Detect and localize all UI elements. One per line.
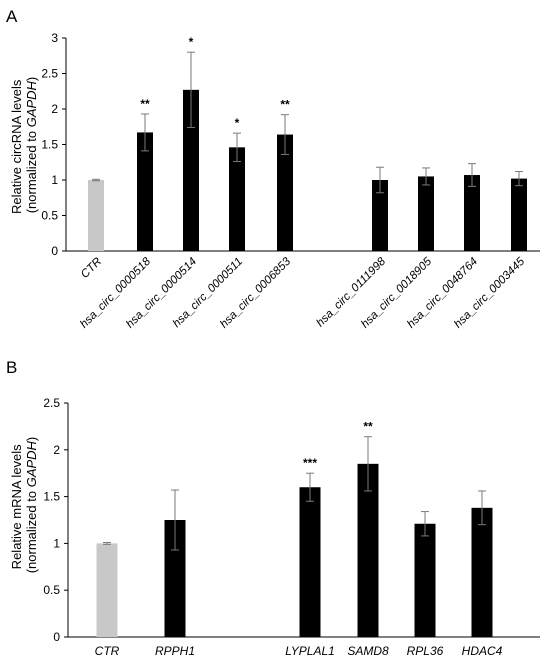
panel-letter-b: B [6, 358, 17, 377]
y-tick-label: 2 [53, 443, 60, 457]
category-label: CTR [79, 256, 104, 281]
panel-b: B Relative mRNA levels (normalized to GA… [6, 358, 540, 658]
bar [414, 523, 436, 637]
bar [164, 520, 186, 637]
bar [183, 89, 199, 251]
y-tick-label: 0.5 [43, 583, 60, 597]
y-tick-label: 2 [51, 102, 58, 116]
significance-label: ** [140, 97, 150, 111]
category-label: SAMD8 [347, 644, 389, 658]
bar [299, 487, 321, 637]
significance-label: ** [280, 98, 290, 112]
y-axis-label-b-suffix: ) [24, 437, 39, 441]
y-tick-label: 1 [51, 173, 58, 187]
bar [96, 543, 118, 637]
category-label: RPL36 [407, 644, 444, 658]
y-axis-label-a-gene: GAPDH [24, 80, 39, 127]
y-tick-label: 2.5 [41, 67, 58, 81]
significance-label: * [235, 116, 240, 130]
plot-area-b: 0 0.5 1 1.5 2 2.5 CTR RPPH1 *** LYPLAL1 ** SAMD8 RPL… [43, 396, 540, 658]
y-axis-label-a-line1: Relative circRNA levels [9, 79, 24, 214]
y-axis-label-b-line2: (normalized to GAPDH) [24, 437, 39, 574]
bar [357, 463, 379, 637]
y-axis-label-b-line1: Relative mRNA levels [9, 444, 24, 569]
y-tick-label: 0.5 [41, 209, 58, 223]
bar [471, 507, 493, 637]
y-tick-label: 1.5 [43, 490, 60, 504]
bar [372, 180, 388, 251]
bar [137, 132, 153, 251]
bar [418, 176, 434, 251]
y-axis-label-a-suffix: ) [24, 77, 39, 81]
y-axis-label-a: Relative circRNA levels (normalized to G… [9, 76, 39, 214]
y-tick-label: 0 [51, 244, 58, 258]
significance-label: ** [363, 420, 373, 434]
significance-label: *** [303, 456, 317, 470]
bar [277, 134, 293, 251]
significance-label: * [189, 35, 194, 49]
y-axis-label-a-line2: (normalized to GAPDH) [24, 77, 39, 214]
y-tick-label: 1.5 [41, 138, 58, 152]
panel-letter-a: A [6, 7, 18, 26]
y-tick-label: 2.5 [43, 396, 60, 410]
category-label: LYPLAL1 [285, 644, 335, 658]
category-label: CTR [95, 644, 120, 658]
y-tick-label: 3 [51, 31, 58, 45]
panel-a: A Relative circRNA levels (normalized to… [6, 7, 540, 331]
bar [88, 180, 104, 251]
bar [511, 178, 527, 251]
y-axis-label-b-prefix: (normalized to [24, 487, 39, 573]
plot-area-a: 00.511.522.53CTR**hsa_circ_0000518*hsa_c… [41, 31, 540, 331]
y-tick-label: 0 [53, 630, 60, 644]
bar [229, 147, 245, 251]
y-axis-label-b-gene: GAPDH [24, 440, 39, 487]
y-axis-label-a-prefix: (normalized to [24, 127, 39, 213]
category-label: RPPH1 [155, 644, 195, 658]
y-axis-label-b: Relative mRNA levels (normalized to GAPD… [9, 437, 39, 574]
y-tick-label: 1 [53, 536, 60, 550]
category-label: HDAC4 [462, 644, 503, 658]
bar [464, 175, 480, 251]
